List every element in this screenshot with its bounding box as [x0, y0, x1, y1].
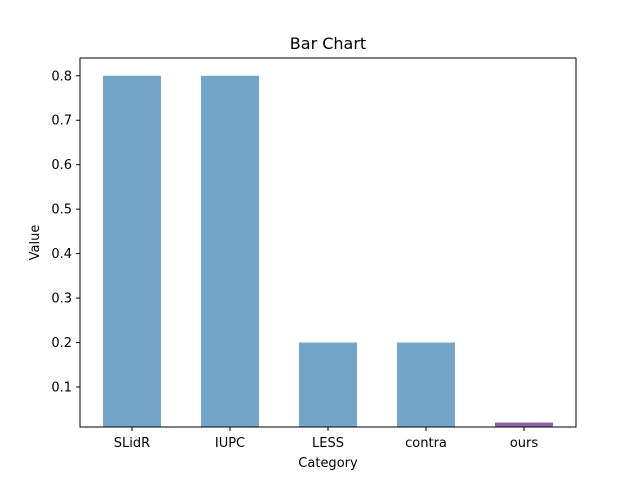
y-tick-label-2: 0.3 — [51, 292, 72, 307]
y-tick-label-6: 0.7 — [51, 114, 72, 129]
y-tick-label-4: 0.5 — [51, 203, 72, 218]
y-tick-label-7: 0.8 — [51, 69, 72, 84]
y-tick-label-0: 0.1 — [51, 380, 72, 395]
x-axis-label: Category — [298, 456, 358, 471]
x-tick-label-iupc: IUPC — [215, 436, 245, 451]
y-axis: 0.1 0.2 0.3 0.4 0.5 0.6 0.7 0.8 — [51, 69, 80, 395]
chart-title: Bar Chart — [290, 34, 366, 53]
plot-frame — [79, 57, 577, 428]
bar-slidr — [103, 75, 161, 427]
y-tick-label-1: 0.2 — [51, 336, 72, 351]
y-tick-label-3: 0.4 — [51, 247, 72, 262]
bar-iupc — [201, 75, 259, 427]
bar-contra — [397, 342, 455, 427]
y-tick-label-5: 0.6 — [51, 158, 72, 173]
x-tick-label-slidr: SLidR — [114, 436, 150, 451]
y-axis-label: Value — [28, 225, 43, 261]
x-tick-label-contra: contra — [405, 436, 447, 451]
bar-ours — [495, 422, 553, 427]
bars-group — [103, 75, 553, 427]
x-tick-label-ours: ours — [510, 436, 539, 451]
x-tick-label-less: LESS — [312, 436, 344, 451]
bar-less — [299, 342, 357, 427]
x-axis: SLidR IUPC LESS contra ours — [114, 427, 539, 451]
